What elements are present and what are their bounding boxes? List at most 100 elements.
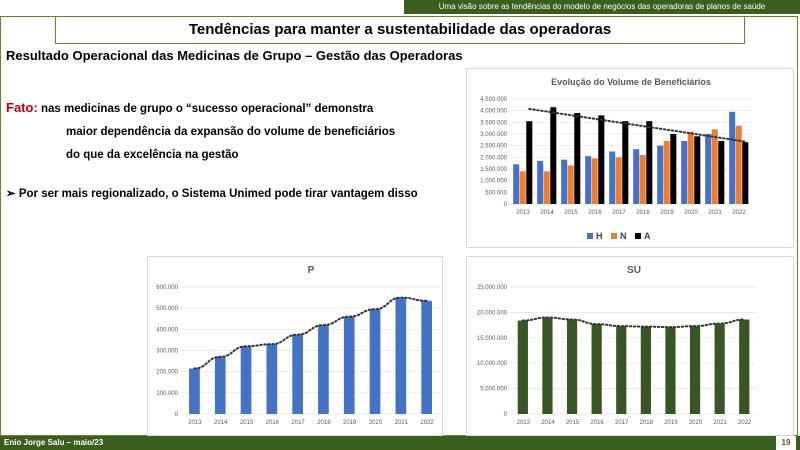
y-tick-label: 4.500.000 xyxy=(480,97,507,103)
bar xyxy=(639,155,646,204)
bar xyxy=(542,317,553,414)
bar xyxy=(665,327,676,414)
legend-swatch xyxy=(611,233,617,239)
bar xyxy=(609,151,616,204)
legend-swatch xyxy=(587,233,593,239)
bar xyxy=(689,326,701,414)
x-tick-label: 2014 xyxy=(214,420,228,426)
bar xyxy=(739,319,750,414)
y-tick-label: 25.000.000 xyxy=(477,285,508,291)
trendline xyxy=(528,107,747,143)
bar xyxy=(646,121,653,204)
legend-label: H xyxy=(596,231,603,241)
x-tick-label: 2015 xyxy=(566,420,580,426)
bar xyxy=(318,325,329,414)
y-tick-label: 400.000 xyxy=(156,327,178,333)
y-tick-label: 5.000.000 xyxy=(480,387,507,393)
y-tick-label: 3.000.000 xyxy=(480,132,507,138)
chart-title: SU xyxy=(627,265,641,276)
x-tick-label: 2022 xyxy=(420,420,434,426)
bar xyxy=(718,141,725,204)
x-tick-label: 2016 xyxy=(588,210,602,216)
y-tick-label: 4.000.000 xyxy=(480,109,507,115)
y-tick-label: 600.000 xyxy=(156,285,178,291)
bar xyxy=(513,164,520,204)
bar xyxy=(566,319,578,414)
bar xyxy=(615,157,622,204)
y-tick-label: 0 xyxy=(504,412,508,418)
x-tick-label: 2019 xyxy=(660,210,674,216)
trendline xyxy=(193,296,428,370)
bar xyxy=(633,149,640,204)
bar xyxy=(189,368,200,414)
footer-author: Enio Jorge Salu – maio/23 xyxy=(4,438,104,447)
fact-label: Fato: xyxy=(6,100,38,115)
y-tick-label: 500.000 xyxy=(156,306,178,312)
y-tick-label: 1.000.000 xyxy=(480,179,507,185)
su-chart: SU 0 5.000.000 10.000.000 15.000.000 20.000.0… xyxy=(466,256,794,436)
x-tick-label: 2013 xyxy=(188,420,202,426)
bullet-text: Por ser mais regionalizado, o Sistema Un… xyxy=(18,188,418,200)
p-chart: P 0 100.000 200.000 300.000 400.000 500.000 600… xyxy=(147,256,443,436)
footer-bar xyxy=(0,436,800,450)
bar xyxy=(421,300,432,414)
bar xyxy=(729,111,736,204)
fact-line-1: nas medicinas de grupo o “sucesso operac… xyxy=(37,103,374,115)
x-tick-label: 2014 xyxy=(540,210,554,216)
y-tick-label: 1.500.000 xyxy=(480,167,507,173)
x-tick-label: 2020 xyxy=(684,210,698,216)
x-tick-label: 2016 xyxy=(590,420,604,426)
x-tick-label: 2022 xyxy=(738,420,752,426)
trendline xyxy=(521,316,746,329)
x-tick-label: 2018 xyxy=(317,420,331,426)
fact-line-3: do que da excelência na gestão xyxy=(66,149,239,161)
x-tick-label: 2020 xyxy=(369,420,383,426)
bar xyxy=(585,156,592,204)
y-tick-label: 0 xyxy=(175,412,179,418)
bar xyxy=(550,107,557,204)
fact-line-2: maior dependência da expansão do volume … xyxy=(66,126,396,138)
p-chart-svg: P 0 100.000 200.000 300.000 400.000 500.000 600… xyxy=(156,265,440,426)
x-tick-label: 2013 xyxy=(516,210,530,216)
y-tick-label: 500.000 xyxy=(485,190,507,196)
x-tick-label: 2015 xyxy=(240,420,254,426)
y-tick-label: 3.500.000 xyxy=(480,120,507,126)
y-tick-label: 10.000.000 xyxy=(477,361,508,367)
bar xyxy=(591,158,598,204)
y-tick-label: 200.000 xyxy=(156,370,178,376)
x-tick-label: 2013 xyxy=(517,420,531,426)
y-tick-label: 0 xyxy=(504,202,508,208)
x-tick-label: 2018 xyxy=(640,420,654,426)
x-tick-label: 2016 xyxy=(266,420,280,426)
y-tick-label: 100.000 xyxy=(156,391,178,397)
bar xyxy=(292,334,303,414)
legend-label: A xyxy=(644,231,651,241)
bar xyxy=(705,134,712,204)
x-tick-label: 2021 xyxy=(713,420,727,426)
bar xyxy=(663,141,670,204)
bar xyxy=(266,344,278,414)
x-tick-label: 2014 xyxy=(541,420,555,426)
y-tick-label: 2.000.000 xyxy=(480,155,507,161)
bar xyxy=(616,326,627,414)
bar xyxy=(640,326,651,414)
bar xyxy=(567,165,574,204)
bar xyxy=(395,297,407,414)
y-tick-label: 20.000.000 xyxy=(477,310,508,316)
x-tick-label: 2015 xyxy=(564,210,578,216)
bar xyxy=(735,125,742,204)
beneficiaries-volume-chart: Evolução do Volume de Beneficiários 0 500.… xyxy=(466,68,794,248)
x-tick-label: 2019 xyxy=(664,420,678,426)
x-tick-label: 2021 xyxy=(395,420,409,426)
bar xyxy=(561,159,568,204)
bar xyxy=(369,309,381,414)
x-tick-label: 2020 xyxy=(689,420,703,426)
bullet-arrow-icon: ➢ xyxy=(6,188,16,200)
beneficiaries-volume-chart-svg: Evolução do Volume de Beneficiários 0 500.… xyxy=(480,77,751,241)
bar xyxy=(240,346,252,414)
legend-swatch xyxy=(635,233,641,239)
bar xyxy=(694,136,701,204)
y-tick-label: 300.000 xyxy=(156,349,178,355)
bullet-point: ➢ Por ser mais regionalizado, o Sistema … xyxy=(6,186,418,200)
bar xyxy=(343,316,355,414)
